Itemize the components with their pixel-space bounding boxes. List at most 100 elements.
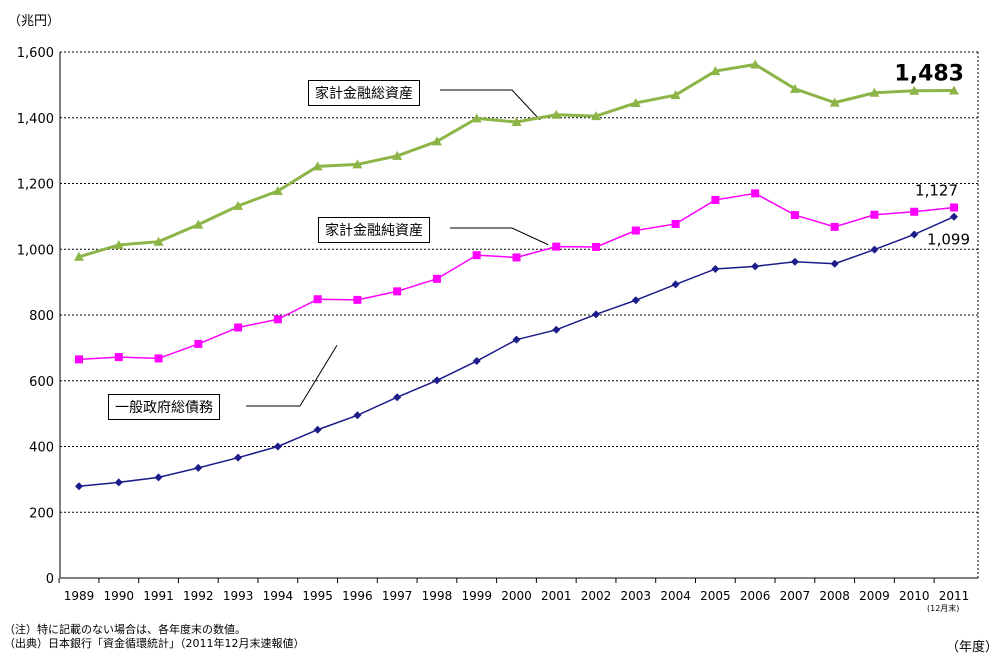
y-tick-label: 1,600 [17,46,54,61]
data-point [870,210,879,219]
x-tick-label: 2002 [581,589,612,603]
data-point [711,195,720,204]
gridlines [60,51,979,578]
data-point [631,296,640,305]
data-point [353,411,362,420]
data-point [113,239,124,249]
data-point [592,310,601,319]
data-point [313,295,322,304]
y-tick-label: 1,400 [17,112,54,127]
callout-government-debt: 一般政府総債務 [108,394,220,420]
x-tick-label: 2004 [660,589,691,603]
x-tick-label: 1998 [422,589,453,603]
data-point [591,111,602,121]
data-point [75,482,83,491]
data-point [710,66,721,76]
data-point [671,280,680,289]
data-point [910,207,919,216]
y-axis-tick-labels: 0 200 400 600 800 1,000 1,200 1,400 1,600 [17,46,54,587]
x-tick-label: 2008 [819,589,850,603]
x-tick-label: 1992 [183,589,214,603]
data-point [751,189,760,198]
data-point [512,253,521,262]
data-point [114,478,123,487]
data-point [950,203,958,212]
data-point [393,287,402,296]
x-tick-label: 2010 [899,589,930,603]
y-tick-label: 600 [29,375,54,390]
data-point [431,136,442,146]
data-point [75,355,83,364]
data-point [472,251,481,260]
x-tick-label: 2009 [859,589,890,603]
data-point [592,242,601,251]
data-point [234,323,243,332]
data-point [272,186,283,196]
data-point [789,83,800,93]
data-point [670,90,681,100]
series-line [78,62,955,259]
data-point [392,150,403,160]
series-2 [75,212,958,491]
data-point [393,393,402,402]
series-1 [75,189,958,364]
data-point [193,219,204,229]
callout-leader-1 [450,227,549,246]
end-value-labels: 1,483 1,127 1,099 [894,61,970,248]
x-tick-label: 1997 [382,589,413,603]
x-tick-label: 1989 [64,589,95,603]
footnote-note: （注）特に記載のない場合は、各年度末の数値。 [4,623,246,636]
data-point [870,245,879,254]
footnote-source: （出典）日本銀行「資金循環統計」（2011年12月末速報値） [4,637,305,650]
data-point [949,85,959,95]
data-point [790,257,799,266]
x-last-category-note: (12月末) [927,604,960,613]
data-point [711,264,720,273]
data-point [552,325,561,334]
data-point [511,117,522,127]
data-point [233,200,244,210]
x-tick-label: 1990 [103,589,134,603]
x-tick-label: 1991 [143,589,174,603]
data-point [552,242,561,251]
data-point [234,453,243,462]
data-point [312,161,323,171]
data-point [154,473,163,482]
data-point [353,295,362,304]
data-point [790,211,799,220]
data-point [114,353,123,362]
data-point [751,262,760,271]
y-axis-unit-label: （兆円） [8,14,61,29]
data-point [153,236,164,246]
y-tick-label: 0 [46,572,54,587]
x-tick-label: 2007 [780,589,811,603]
data-point [352,159,363,169]
x-tick-label: 2000 [501,589,532,603]
callout-household-total-assets: 家計金融総資産 [308,80,420,106]
callout-leader-2 [246,345,338,407]
data-point [273,315,282,324]
x-axis-unit-label: （年度） [946,640,999,655]
series-0 [74,59,959,261]
x-tick-label: 1993 [223,589,254,603]
y-tick-label: 200 [29,506,54,521]
data-point [631,226,640,235]
data-point [313,425,322,434]
data-point [194,463,203,472]
y-tick-label: 1,200 [17,178,54,193]
data-point [830,259,839,268]
data-point [829,97,840,107]
data-point [551,109,562,119]
data-point [910,230,919,239]
y-tick-label: 800 [29,309,54,324]
data-point [194,339,203,348]
x-tick-label: 2005 [700,589,731,603]
data-point [630,97,641,107]
data-point [273,442,282,451]
data-point [869,87,880,97]
x-axis-tick-labels: 1989 1990 1991 1992 1993 1994 1995 1996 1997 1998… [58,578,969,603]
data-point [471,113,482,123]
data-point [432,376,441,385]
callout-household-net-assets: 家計金融純資産 [318,217,430,243]
y-tick-label: 400 [29,441,54,456]
